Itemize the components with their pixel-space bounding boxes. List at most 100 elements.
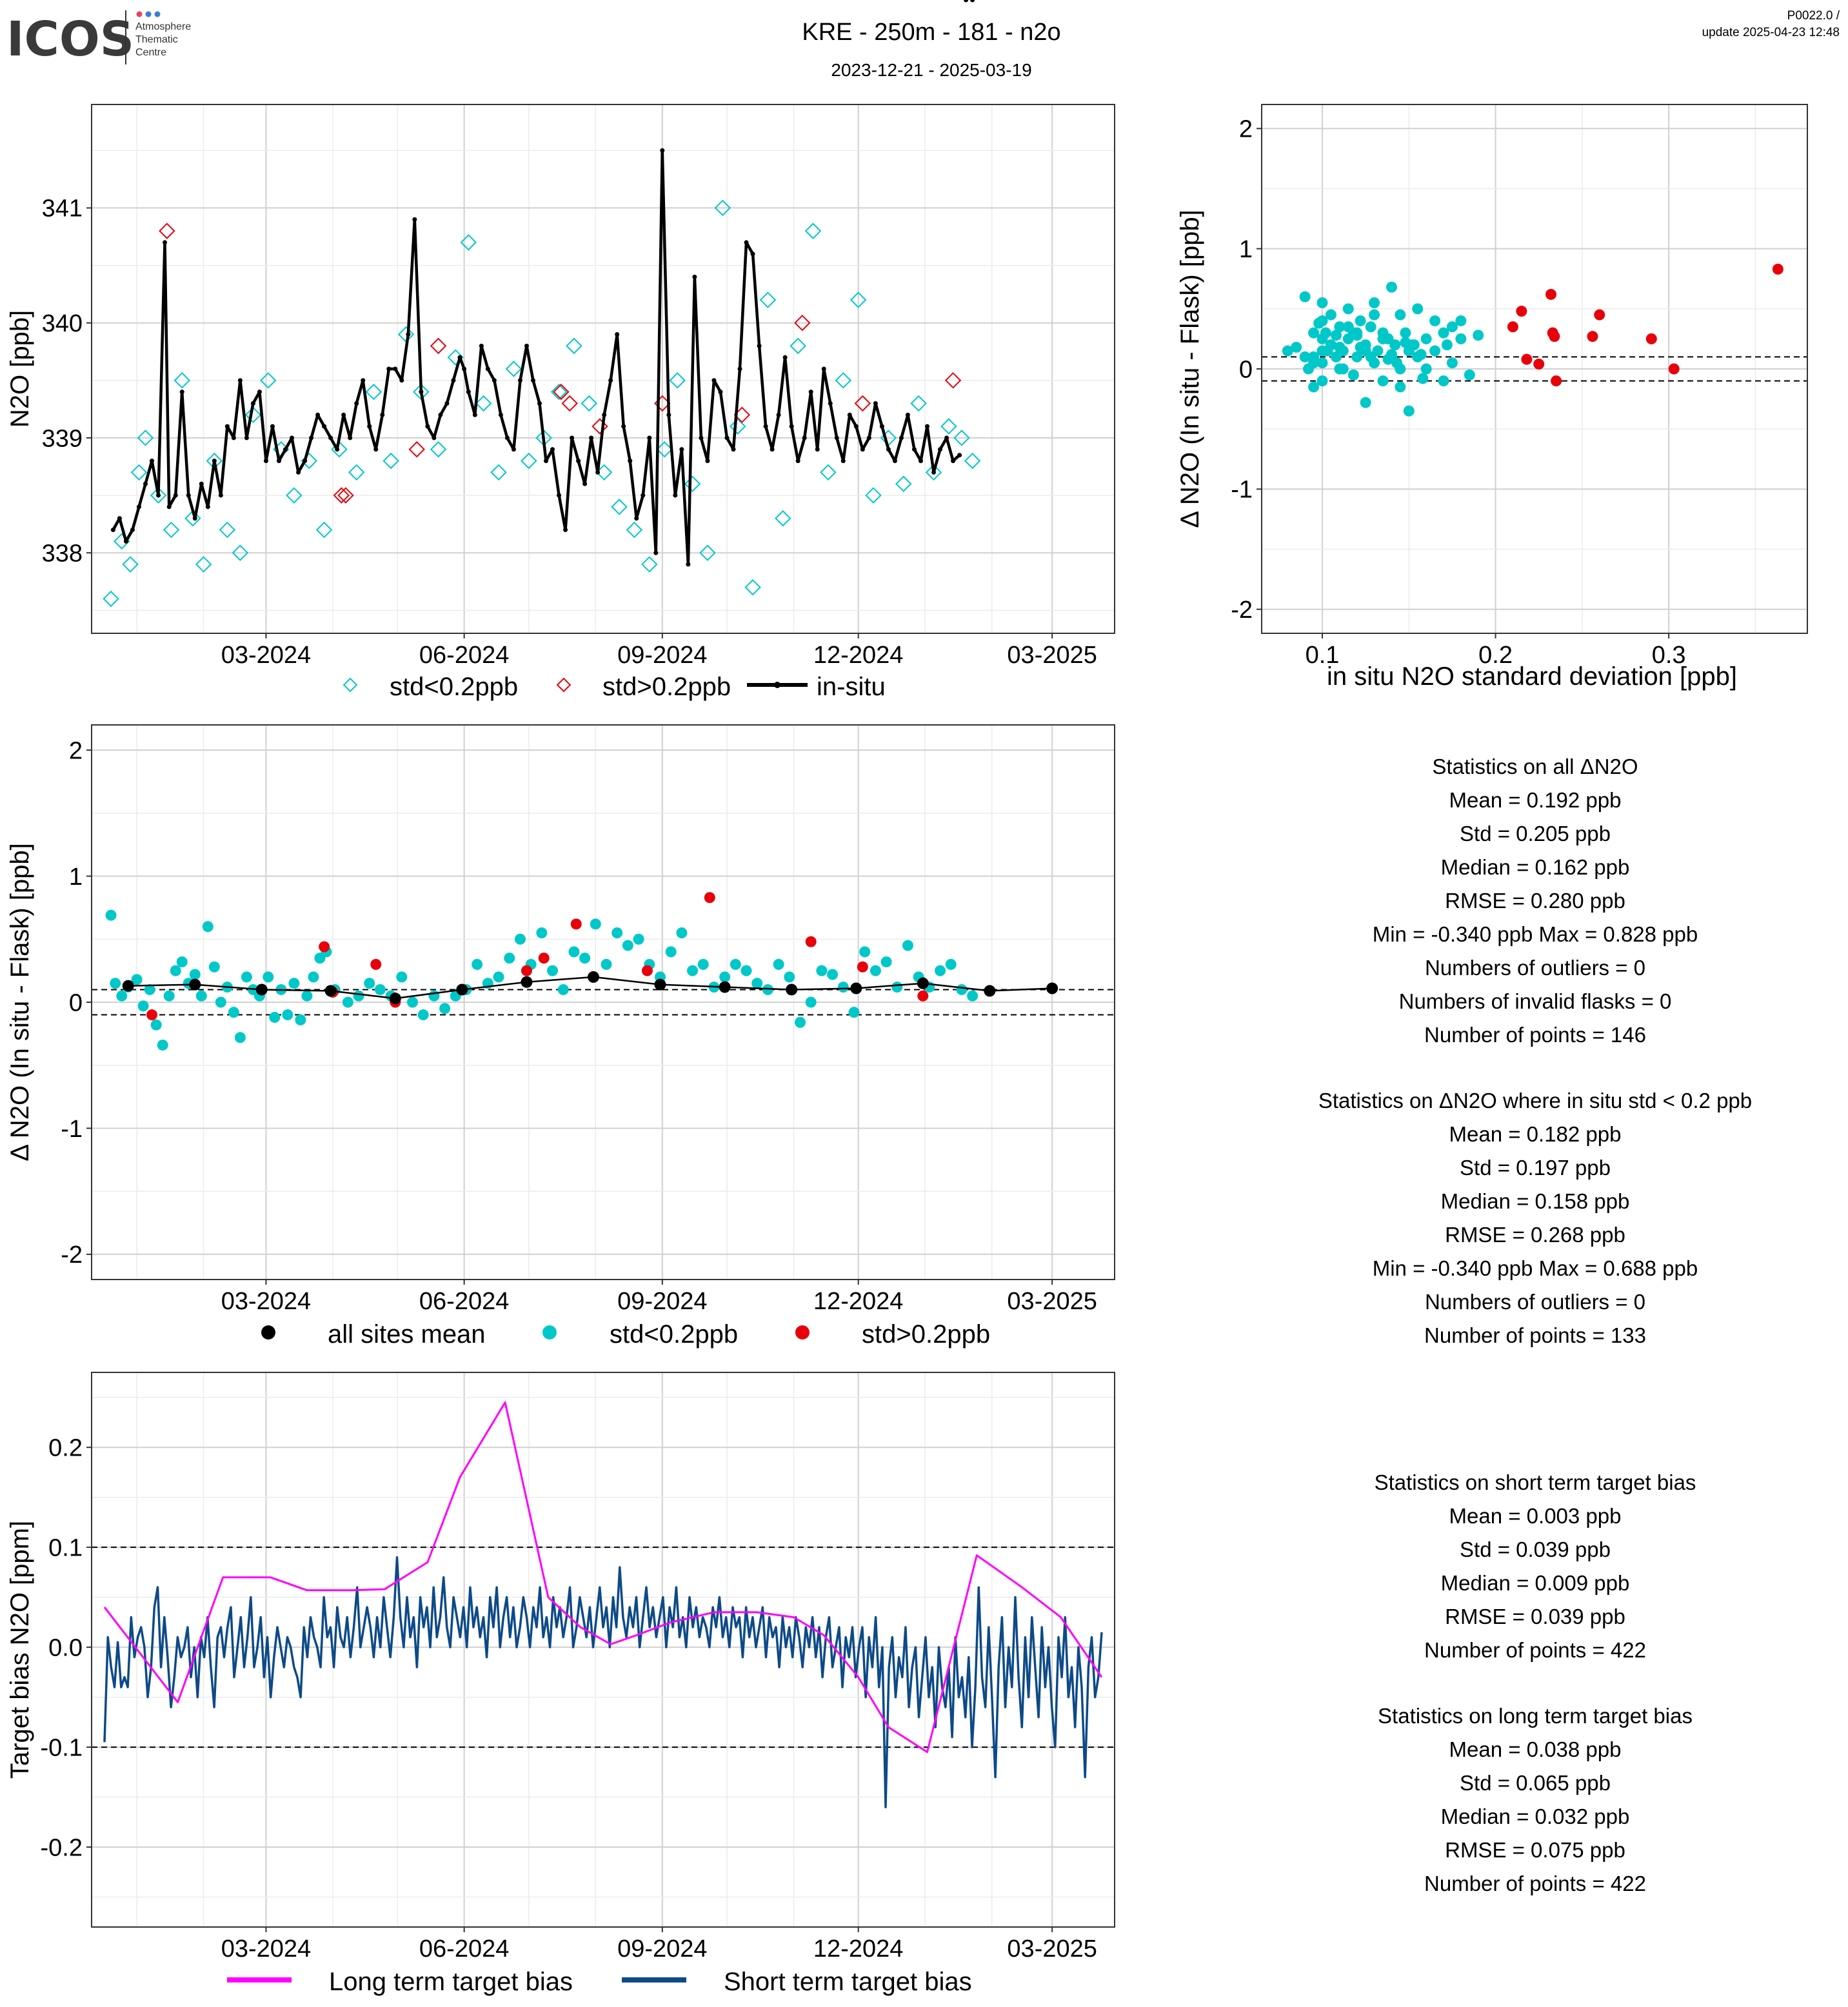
delta-point-std-lt: [848, 1007, 860, 1018]
x-tick-label: 03-2024: [221, 1935, 311, 1963]
logo-dot-2: [145, 11, 152, 17]
y-tick-label: -1: [1231, 477, 1253, 504]
stats-line: Std = 0.065 ppb: [1460, 1771, 1611, 1795]
in-situ-point: [621, 424, 626, 429]
delta-point-std-lt: [902, 940, 913, 951]
flask-point-std-lt: [219, 521, 236, 539]
in-situ-point: [660, 148, 665, 153]
y-tick-label: -2: [61, 1241, 83, 1269]
scatter-point-std-lt: [1369, 309, 1380, 321]
scatter-point-std-gt: [1645, 333, 1657, 344]
stats-short-term: Statistics on short term target bias Mea…: [1375, 1470, 1696, 1662]
y-tick-label: 2: [69, 737, 83, 764]
flask-point-std-lt: [790, 337, 806, 355]
in-situ-point: [348, 435, 353, 440]
all-sites-mean-point: [786, 984, 798, 996]
all-sites-mean-point: [1046, 982, 1058, 994]
in-situ-point: [123, 539, 128, 544]
y-axis-label: Δ N2O (In situ - Flask) [ppb]: [6, 843, 34, 1162]
all-sites-mean-point: [456, 984, 468, 996]
delta-point-std-lt: [730, 958, 741, 970]
in-situ-point: [136, 504, 141, 509]
stats-line: Mean = 0.192 ppb: [1449, 788, 1622, 812]
delta-point-std-lt: [568, 946, 580, 958]
y-tick-label: 2: [1239, 116, 1253, 143]
delta-point-std-lt: [234, 1032, 246, 1043]
x-tick-label: 03-2024: [221, 642, 311, 669]
all-sites-mean-point: [189, 978, 201, 991]
y-axis-label: Target bias N2O [ppm]: [6, 1521, 34, 1779]
in-situ-point: [860, 447, 865, 452]
plot-background: [92, 104, 1115, 633]
stats-all-delta: Statistics on all ΔN2O Mean = 0.192 ppb …: [1373, 755, 1698, 1047]
scatter-point-std-lt: [1291, 341, 1302, 353]
stats-line: Std = 0.197 ppb: [1460, 1156, 1611, 1180]
flask-point-std-lt: [964, 452, 981, 470]
in-situ-point: [699, 435, 704, 440]
delta-point-std-lt: [816, 965, 828, 976]
in-situ-point: [283, 447, 288, 452]
flask-point-std-gt: [337, 487, 354, 504]
in-situ-point: [322, 424, 327, 429]
scatter-point-std-lt: [1308, 327, 1320, 339]
x-tick-label: 12-2024: [813, 642, 903, 669]
delta-point-std-lt: [805, 996, 817, 1008]
flask-point-std-lt: [759, 292, 777, 308]
delta-point-std-lt: [150, 1019, 162, 1031]
in-situ-point: [653, 550, 659, 555]
x-tick-label: 0.2: [1478, 642, 1513, 669]
x-tick-label: 06-2024: [419, 1935, 509, 1963]
delta-point-std-lt: [170, 965, 181, 976]
scatter-point-std-lt: [1365, 321, 1376, 333]
in-situ-point: [750, 252, 755, 257]
in-situ-point: [840, 459, 846, 464]
flask-point-std-lt: [775, 510, 791, 527]
all-sites-mean-point: [587, 971, 599, 983]
scatter-point-std-lt: [1438, 327, 1449, 339]
delta-point-std-lt: [611, 927, 623, 938]
delta-timeseries-panel: -2 -1 0 1 2 03-2024 06-2024 09-2024 12-2024 03-20…: [6, 724, 1115, 1315]
in-situ-point: [130, 528, 135, 533]
flask-point-std-lt: [566, 337, 582, 355]
stats-line: Mean = 0.038 ppb: [1449, 1737, 1622, 1761]
scatter-point-std-gt: [1549, 331, 1560, 342]
delta-point-std-lt: [308, 971, 319, 983]
in-situ-point: [212, 459, 217, 464]
legend-marker-std-gt: [556, 677, 571, 693]
in-situ-point: [192, 516, 197, 521]
in-situ-point: [576, 459, 581, 464]
scatter-point-std-lt: [1455, 315, 1467, 326]
stats-line: RMSE = 0.039 ppb: [1445, 1605, 1625, 1628]
scatter-point-std-lt: [1355, 341, 1366, 353]
flask-point-std-lt: [413, 383, 430, 400]
delta-point-std-lt: [215, 996, 226, 1008]
in-situ-point: [451, 378, 456, 383]
flask-point-std-lt: [925, 464, 942, 481]
page-title: KRE - 250m - 181 - n2o: [802, 19, 1060, 46]
flask-point-std-lt: [174, 372, 190, 389]
scatter-point-std-gt: [1516, 306, 1527, 317]
scatter-point-std-lt: [1355, 315, 1366, 326]
delta-point-std-lt: [859, 946, 871, 958]
flask-point-std-lt: [430, 441, 447, 458]
stats-line: Mean = 0.182 ppb: [1449, 1122, 1622, 1146]
scatter-point-std-gt: [1533, 359, 1545, 370]
in-situ-point: [205, 504, 210, 509]
delta-point-std-lt: [547, 965, 559, 976]
header: ICOS Atmosphere Thematic Centre KRE - 25…: [6, 9, 1840, 80]
legend-target: Long term target bias Short term target …: [227, 1968, 972, 1996]
flask-point-std-lt: [669, 372, 686, 389]
delta-point-std-lt: [956, 984, 968, 995]
y-tick-label: -2: [1231, 597, 1253, 624]
in-situ-point: [479, 343, 484, 348]
stats-line: Number of points = 133: [1424, 1323, 1646, 1347]
in-situ-point: [224, 424, 230, 429]
stats-line: RMSE = 0.280 ppb: [1445, 889, 1625, 913]
y-tick-label: 0: [1239, 356, 1253, 383]
delta-point-std-gt: [521, 965, 532, 976]
in-situ-point: [276, 459, 281, 464]
scatter-point-std-lt: [1325, 309, 1336, 321]
flask-point-std-gt: [159, 222, 175, 239]
in-situ-point: [763, 424, 768, 429]
stats-long-term: Statistics on long term target bias Mean…: [1378, 1704, 1693, 1895]
